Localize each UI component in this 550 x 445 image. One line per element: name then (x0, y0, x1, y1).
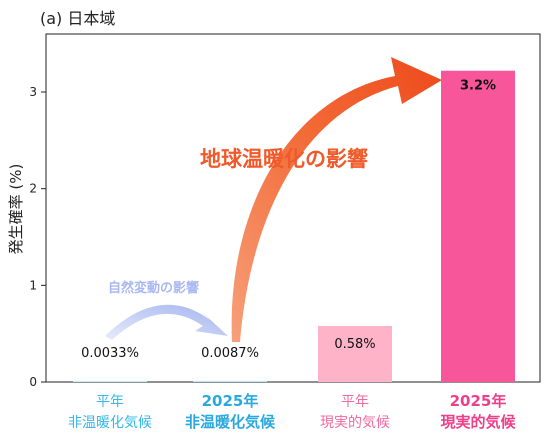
plot-frame (45, 33, 541, 383)
category-label-line2: 現実的気候 (320, 415, 390, 431)
bar (441, 70, 515, 382)
category-label-line2: 非温暖化気候 (185, 413, 276, 431)
natural-variability-arrow-icon (105, 304, 228, 340)
global-warming-arrow-icon (231, 57, 442, 342)
data-label: 0.0087% (201, 346, 259, 361)
y-tick-label: 0 (29, 375, 37, 389)
data-label: 3.2% (460, 79, 496, 94)
category-label-line2: 現実的気候 (440, 413, 516, 431)
category-label-line2: 非温暖化気候 (68, 415, 152, 431)
natural-variability-annotation: 自然変動の影響 (108, 280, 199, 296)
global-warming-annotation: 地球温暖化の影響 (200, 147, 368, 171)
bar (193, 380, 267, 382)
data-label: 0.58% (334, 337, 375, 352)
category-label-line1: 平年 (96, 394, 124, 410)
category-label-line1: 2025年 (202, 392, 259, 410)
bar (318, 325, 392, 382)
y-tick-label: 2 (29, 182, 37, 196)
bars: 0.0033% 0.0087% 0.58% 3.2% (73, 70, 515, 382)
y-tick-label: 3 (29, 85, 37, 99)
category-label-line1: 2025年 (450, 392, 507, 410)
y-tick-label: 1 (29, 278, 37, 292)
bar (73, 380, 147, 382)
y-axis-ticks: 0 1 2 3 (29, 85, 46, 389)
chart-title: (a) 日本域 (40, 9, 115, 28)
y-axis-label: 発生確率 (%) (7, 164, 25, 255)
category-label-line1: 平年 (341, 394, 369, 410)
data-label: 0.0033% (81, 346, 139, 361)
